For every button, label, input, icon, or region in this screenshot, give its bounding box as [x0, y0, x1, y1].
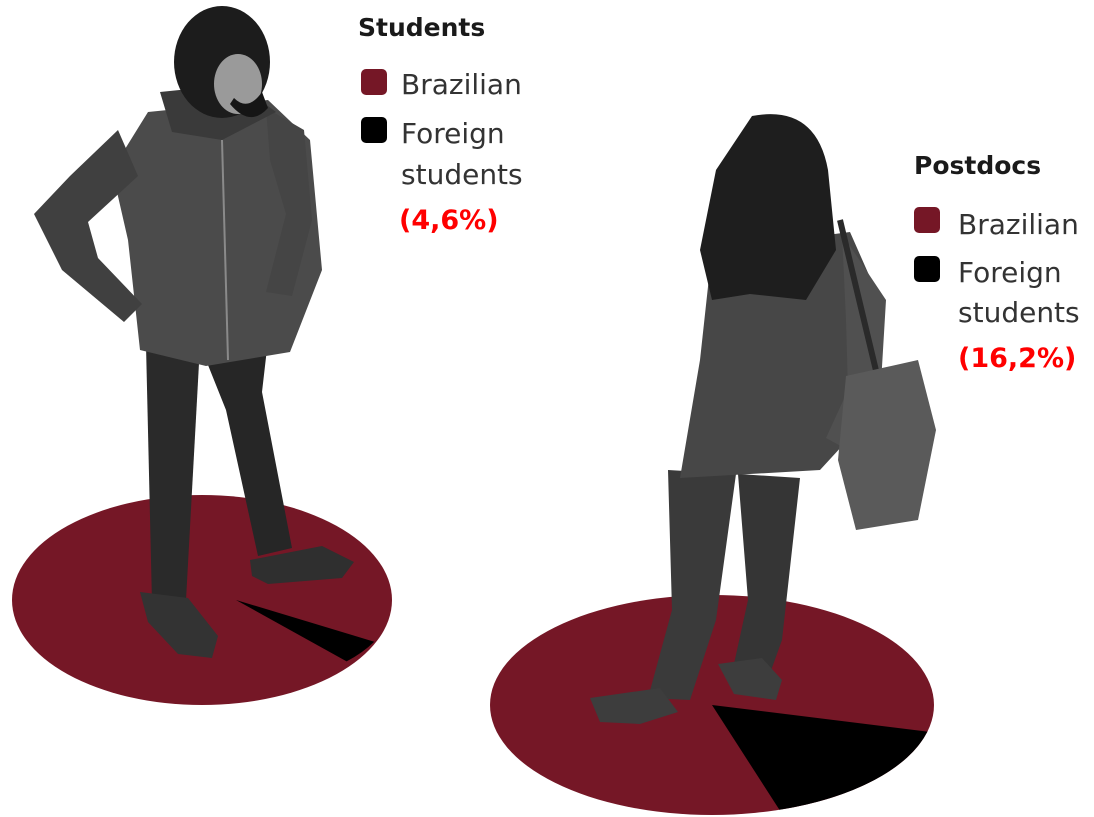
students-legend-label-brazilian: Brazilian	[401, 68, 522, 101]
postdocs-legend: Postdocs Brazilian Foreign students (16,…	[914, 151, 1080, 374]
postdocs-legend-label-foreign: Foreign students	[958, 256, 1080, 329]
postdocs-legend-label-brazilian: Brazilian	[958, 208, 1079, 241]
postdocs-chart-title: Postdocs	[914, 151, 1041, 180]
postdocs-legend-swatch-brazilian	[914, 207, 940, 233]
students-chart-title: Students	[358, 13, 485, 42]
postdocs-legend-swatch-foreign	[914, 256, 940, 282]
male-student-figure	[34, 6, 354, 658]
students-legend-label-foreign: Foreign students	[401, 117, 523, 191]
postdocs-foreign-percentage: (16,2%)	[958, 343, 1076, 374]
students-legend-swatch-brazilian	[361, 69, 387, 95]
students-legend: Students Brazilian Foreign students (4,6…	[358, 13, 523, 236]
students-pie-slice-foreign	[236, 600, 375, 662]
female-postdoc-figure	[590, 114, 936, 724]
postdocs-pie-slice-foreign	[712, 705, 928, 810]
postdocs-pie-chart	[490, 595, 934, 815]
students-legend-swatch-foreign	[361, 117, 387, 143]
students-pie-chart	[12, 495, 392, 705]
students-pie-slice-brazilian	[12, 495, 392, 705]
students-foreign-percentage: (4,6%)	[399, 205, 499, 236]
